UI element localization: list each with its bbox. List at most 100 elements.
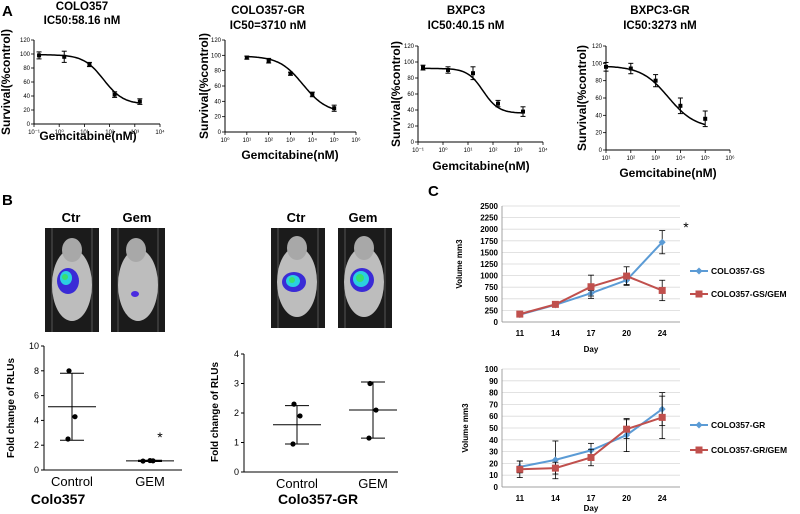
gem-image-label: Gem bbox=[349, 210, 378, 225]
chart-colo357-gr-rlu: 0 1 2 3 4 Control GEM Fold change of RLUs Colo35… bbox=[210, 349, 398, 507]
y-tick-label: 10 bbox=[29, 341, 39, 351]
y-tick-label: 20 bbox=[595, 131, 602, 137]
y-tick-label: 3 bbox=[234, 379, 239, 389]
mouse-image-gem bbox=[338, 228, 392, 328]
x-tick-label: 10³ bbox=[286, 138, 295, 144]
data-point bbox=[551, 464, 559, 472]
y-tick-label: 0 bbox=[218, 130, 222, 136]
y-tick-label: 60 bbox=[214, 84, 221, 90]
x-axis-label: Day bbox=[584, 504, 599, 513]
y-tick-label: 80 bbox=[407, 76, 414, 82]
fit-curve bbox=[246, 55, 335, 110]
x-category-label: Control bbox=[276, 476, 318, 491]
y-tick-label: 0 bbox=[599, 148, 603, 154]
ctr-image-label: Ctr bbox=[287, 210, 306, 225]
y-tick-label: 1 bbox=[234, 438, 239, 448]
y-tick-label: 1250 bbox=[480, 260, 498, 269]
data-point bbox=[516, 465, 524, 473]
y-tick-label: 2250 bbox=[480, 214, 498, 223]
x-tick-label: 10⁵ bbox=[701, 155, 711, 162]
x-tick-label: 10² bbox=[489, 148, 498, 154]
data-point bbox=[112, 92, 117, 97]
chart-bxpc3-dose-response: BXPC3 IC50:40.15 nM 0 20 40 60 80 100 120 10⁻¹ 1… bbox=[389, 5, 548, 173]
y-tick-label: 70 bbox=[489, 400, 498, 409]
x-tick-label: 11 bbox=[516, 329, 525, 338]
x-tick-label: 10² bbox=[264, 138, 273, 144]
data-point bbox=[62, 54, 67, 59]
y-tick-label: 80 bbox=[214, 69, 221, 75]
x-tick-label: 10¹ bbox=[602, 156, 611, 162]
x-tick-label: 10⁻¹ bbox=[412, 148, 424, 154]
x-tick-label: 10³ bbox=[514, 148, 523, 154]
x-tick-label: 10³ bbox=[651, 156, 660, 162]
y-tick-label: 0 bbox=[411, 140, 415, 146]
y-tick-label: 20 bbox=[489, 459, 498, 468]
x-tick-label: 11 bbox=[516, 494, 525, 503]
x-tick-label: 10⁴ bbox=[155, 129, 165, 136]
x-axis-label: Gemcitabine(nM) bbox=[432, 159, 529, 173]
chart-title: BXPC3-GR bbox=[630, 5, 690, 17]
data-point bbox=[587, 454, 595, 461]
y-tick-label: 100 bbox=[592, 61, 603, 67]
data-point bbox=[366, 435, 372, 441]
chart-sublabel: Colo357-GR bbox=[278, 491, 358, 507]
y-tick-label: 80 bbox=[595, 79, 602, 85]
y-tick-label: 50 bbox=[489, 424, 498, 433]
y-tick-label: 0 bbox=[27, 122, 31, 128]
y-axis-label: Survival(%control) bbox=[197, 33, 211, 139]
y-axis-label: Fold change of RLUs bbox=[210, 362, 221, 462]
legend-swatch-marker bbox=[695, 446, 703, 454]
chart-title: COLO357-GR bbox=[231, 5, 305, 17]
y-tick-label: 120 bbox=[404, 44, 415, 50]
x-axis-label: Gemcitabine(nM) bbox=[619, 166, 716, 180]
chart-colo357-gr-dose-response: COLO357-GR IC50=3710 nM 0 20 40 60 80 100 120 1… bbox=[197, 5, 361, 162]
y-tick-label: 250 bbox=[485, 306, 499, 315]
data-point bbox=[140, 458, 146, 464]
data-point bbox=[65, 436, 71, 442]
data-point bbox=[628, 66, 633, 71]
chart-sublabel: Colo357 bbox=[31, 491, 86, 507]
y-tick-label: 40 bbox=[214, 99, 221, 105]
y-axis-label: Volume mm3 bbox=[455, 239, 464, 289]
y-tick-label: 100 bbox=[211, 53, 222, 59]
data-point bbox=[623, 425, 631, 433]
panel-letter-a: A bbox=[2, 3, 13, 20]
chart-subtitle: IC50=3710 nM bbox=[230, 20, 306, 32]
data-point bbox=[147, 457, 153, 464]
y-tick-label: 60 bbox=[23, 80, 30, 86]
x-tick-label: 10⁶ bbox=[725, 155, 735, 162]
y-tick-label: 1000 bbox=[480, 272, 498, 281]
legend-swatch-marker bbox=[695, 421, 703, 429]
y-tick-label: 40 bbox=[23, 94, 30, 100]
x-tick-label: 17 bbox=[587, 494, 596, 503]
data-point bbox=[310, 92, 315, 97]
x-tick-label: 10¹ bbox=[464, 148, 473, 154]
data-point bbox=[551, 300, 559, 308]
data-point bbox=[658, 413, 666, 421]
y-tick-label: 30 bbox=[489, 448, 498, 457]
x-tick-label: 17 bbox=[587, 329, 596, 338]
y-tick-label: 120 bbox=[592, 44, 603, 50]
y-tick-label: 500 bbox=[485, 295, 499, 304]
data-point bbox=[72, 414, 78, 420]
x-tick-label: 24 bbox=[658, 329, 667, 338]
y-tick-label: 80 bbox=[23, 66, 30, 72]
y-tick-label: 40 bbox=[595, 113, 602, 119]
x-tick-label: 10⁰ bbox=[438, 147, 448, 154]
data-point bbox=[703, 116, 708, 121]
chart-colo357-gr-tumor-volume: 0 10 20 30 40 50 60 70 80 90 100 11 14 17 20 24 Day Volum… bbox=[461, 365, 787, 513]
x-axis-label: Gemcitabine(nM) bbox=[39, 129, 136, 143]
x-tick-label: 10² bbox=[626, 156, 635, 162]
gem-image-label: Gem bbox=[123, 210, 152, 225]
x-tick-label: 20 bbox=[622, 329, 631, 338]
x-tick-label: 14 bbox=[551, 494, 560, 503]
chart-colo357-gs-tumor-volume: 0 250 500 750 1000 1250 1500 1750 2000 2250 2500 11… bbox=[455, 202, 787, 354]
data-point bbox=[367, 380, 373, 387]
x-tick-label: 10⁰ bbox=[55, 129, 65, 136]
data-point bbox=[551, 456, 559, 464]
x-tick-label: 10⁴ bbox=[538, 147, 548, 154]
x-axis-label: Gemcitabine(nM) bbox=[241, 148, 338, 162]
mouse-image-ctr bbox=[271, 228, 325, 328]
y-tick-label: 20 bbox=[214, 115, 221, 121]
